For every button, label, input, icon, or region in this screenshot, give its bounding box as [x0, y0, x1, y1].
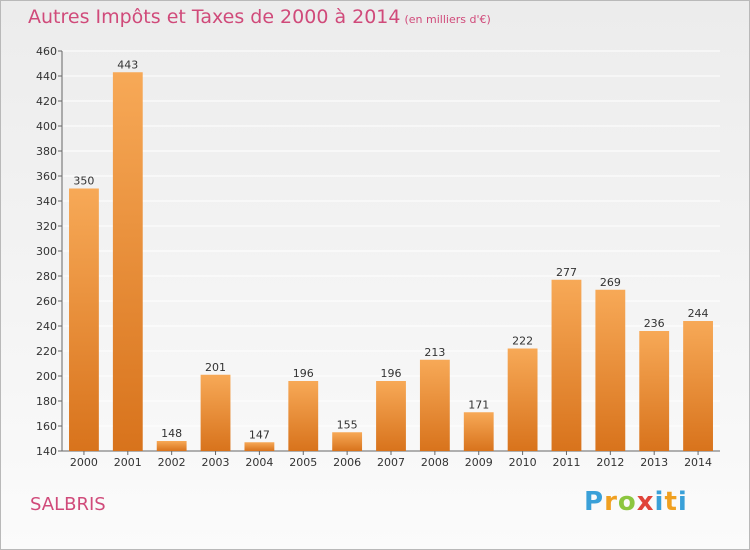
- x-tick-label: 2003: [202, 456, 230, 469]
- logo-letter: t: [664, 487, 678, 517]
- y-tick-label: 460: [36, 45, 57, 58]
- bar: [683, 321, 713, 451]
- y-tick-label: 140: [36, 445, 57, 458]
- data-labels: 350 443 148 201 147 196 155 196 213 171 222 277 269 2…: [73, 58, 708, 441]
- x-tick-label: 2004: [245, 456, 273, 469]
- x-tick-label: 2002: [158, 456, 186, 469]
- chart-title-text: Autres Impôts et Taxes de 2000 à 2014: [28, 6, 401, 28]
- bar: [156, 441, 187, 451]
- data-label: 155: [337, 418, 358, 431]
- x-tick-label: 2012: [596, 456, 624, 469]
- proxiti-logo: Proxiti: [584, 487, 688, 517]
- y-tick-label: 160: [36, 420, 57, 433]
- y-tick-label: 180: [36, 395, 57, 408]
- bar: [288, 381, 319, 451]
- data-label: 213: [424, 346, 445, 359]
- y-tick-label: 280: [36, 270, 57, 283]
- x-tick-label: 2014: [684, 456, 712, 469]
- commune-name: SALBRIS: [30, 494, 106, 515]
- x-tick-label: 2006: [333, 456, 361, 469]
- y-tick-label: 200: [36, 370, 57, 383]
- bars: [69, 72, 713, 451]
- y-tick-label: 300: [36, 245, 57, 258]
- bar: [376, 381, 406, 451]
- logo-letter: r: [604, 487, 618, 517]
- y-tick-label: 360: [36, 170, 57, 183]
- logo-letter: o: [617, 487, 637, 517]
- bar: [595, 289, 626, 451]
- bar: [463, 412, 494, 451]
- data-label: 196: [293, 367, 314, 380]
- data-label: 277: [556, 266, 577, 279]
- data-label: 147: [249, 428, 270, 441]
- bar: [69, 188, 99, 451]
- x-tick-label: 2001: [114, 456, 142, 469]
- bar: [507, 348, 538, 451]
- x-tick-label: 2010: [509, 456, 537, 469]
- x-tick-label: 2000: [70, 456, 98, 469]
- data-label: 148: [161, 427, 182, 440]
- y-tick-label: 420: [36, 95, 57, 108]
- data-label: 222: [512, 335, 533, 348]
- y-tick-label: 320: [36, 220, 57, 233]
- x-tick-label: 2005: [289, 456, 317, 469]
- logo-letter: x: [636, 487, 655, 517]
- y-tick-label: 220: [36, 345, 57, 358]
- logo-letter: i: [677, 487, 688, 517]
- y-tick-label: 440: [36, 70, 57, 83]
- y-tick-label: 400: [36, 120, 57, 133]
- x-tick-label: 2008: [421, 456, 449, 469]
- chart-title: Autres Impôts et Taxes de 2000 à 2014 (en…: [28, 6, 491, 28]
- bar: [551, 279, 582, 451]
- data-label: 269: [600, 276, 621, 289]
- axes: 140 160 180 200 220 240 260 280 300 320 340 360 380 4…: [36, 45, 720, 469]
- bar: [200, 374, 231, 451]
- logo-letter: i: [654, 487, 665, 517]
- x-tick-label: 2013: [640, 456, 668, 469]
- data-label: 443: [117, 58, 138, 71]
- bar: [244, 442, 275, 451]
- chart-unit: (en milliers d'€): [404, 13, 491, 26]
- data-label: 244: [688, 307, 709, 320]
- y-tick-label: 380: [36, 145, 57, 158]
- data-label: 236: [644, 317, 665, 330]
- y-tick-label: 260: [36, 295, 57, 308]
- x-tick-label: 2007: [377, 456, 405, 469]
- logo-letter: P: [584, 487, 605, 517]
- y-tick-label: 240: [36, 320, 57, 333]
- bar: [639, 331, 670, 451]
- data-label: 201: [205, 361, 226, 374]
- data-label: 171: [468, 398, 489, 411]
- bar: [419, 359, 450, 451]
- bar: [112, 72, 143, 451]
- data-label: 196: [381, 367, 402, 380]
- y-tick-label: 340: [36, 195, 57, 208]
- x-tick-label: 2009: [465, 456, 493, 469]
- data-label: 350: [73, 175, 94, 188]
- x-tick-label: 2011: [552, 456, 580, 469]
- bar: [332, 432, 363, 451]
